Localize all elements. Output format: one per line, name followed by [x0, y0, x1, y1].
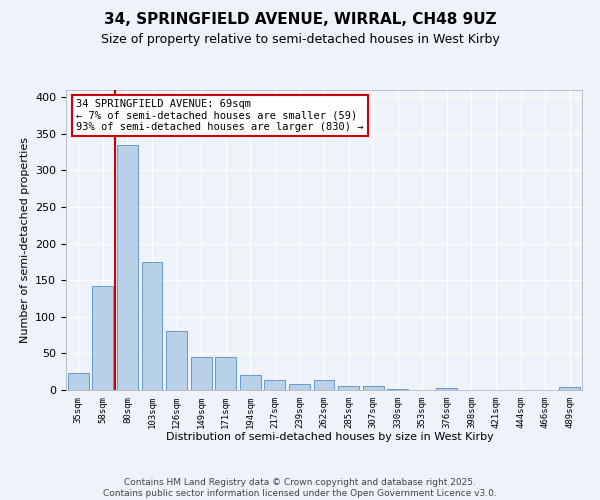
Bar — [117, 145, 138, 390]
Bar — [191, 357, 212, 390]
Bar — [265, 380, 286, 390]
Bar — [92, 286, 113, 390]
Bar — [559, 387, 580, 390]
Bar — [68, 373, 89, 390]
Bar — [240, 376, 261, 390]
Bar — [436, 388, 457, 390]
Bar — [362, 386, 383, 390]
Bar — [142, 262, 163, 390]
Bar — [215, 357, 236, 390]
Bar — [338, 386, 359, 390]
Text: Distribution of semi-detached houses by size in West Kirby: Distribution of semi-detached houses by … — [166, 432, 494, 442]
Bar — [289, 384, 310, 390]
Y-axis label: Number of semi-detached properties: Number of semi-detached properties — [20, 137, 29, 343]
Text: Contains HM Land Registry data © Crown copyright and database right 2025.
Contai: Contains HM Land Registry data © Crown c… — [103, 478, 497, 498]
Bar — [387, 388, 408, 390]
Bar — [166, 332, 187, 390]
Text: Size of property relative to semi-detached houses in West Kirby: Size of property relative to semi-detach… — [101, 32, 499, 46]
Bar — [314, 380, 334, 390]
Text: 34, SPRINGFIELD AVENUE, WIRRAL, CH48 9UZ: 34, SPRINGFIELD AVENUE, WIRRAL, CH48 9UZ — [104, 12, 496, 28]
Text: 34 SPRINGFIELD AVENUE: 69sqm
← 7% of semi-detached houses are smaller (59)
93% o: 34 SPRINGFIELD AVENUE: 69sqm ← 7% of sem… — [76, 99, 364, 132]
